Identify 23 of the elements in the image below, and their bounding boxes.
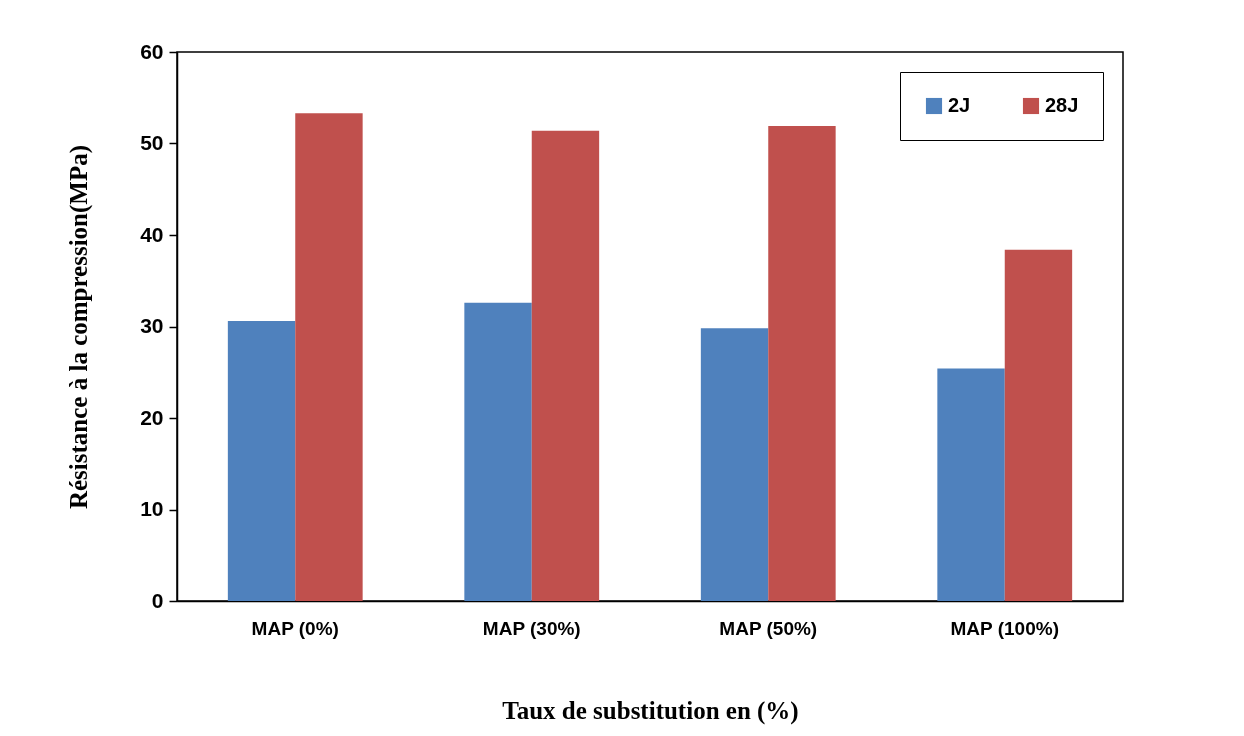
bar: [700, 328, 769, 601]
y-tick-label: 0: [151, 588, 164, 612]
bar: [768, 126, 836, 601]
x-axis-title: Taux de substitution en (%): [502, 696, 799, 725]
bar: [937, 368, 1005, 601]
x-tick-label: MAP (30%): [482, 617, 581, 639]
x-tick-label: MAP (100%): [950, 617, 1059, 639]
y-tick-label: 40: [140, 222, 164, 246]
bar: [464, 302, 532, 601]
x-tick-label: MAP (50%): [719, 617, 818, 639]
x-tick-label: MAP (0%): [251, 617, 339, 639]
legend-label: 2J: [948, 94, 971, 116]
y-tick-label: 20: [140, 405, 164, 429]
bar: [531, 130, 600, 601]
y-tick-label: 30: [140, 314, 164, 337]
y-axis-title: Résistance à la compression(MPa): [65, 144, 94, 510]
y-tick-label: 60: [140, 39, 164, 63]
bar: [227, 321, 296, 601]
y-tick-label: 10: [140, 497, 164, 520]
legend-label: 28J: [1045, 94, 1079, 116]
bar: [295, 113, 363, 601]
y-tick-label: 50: [140, 131, 164, 154]
bar: [1004, 249, 1073, 601]
